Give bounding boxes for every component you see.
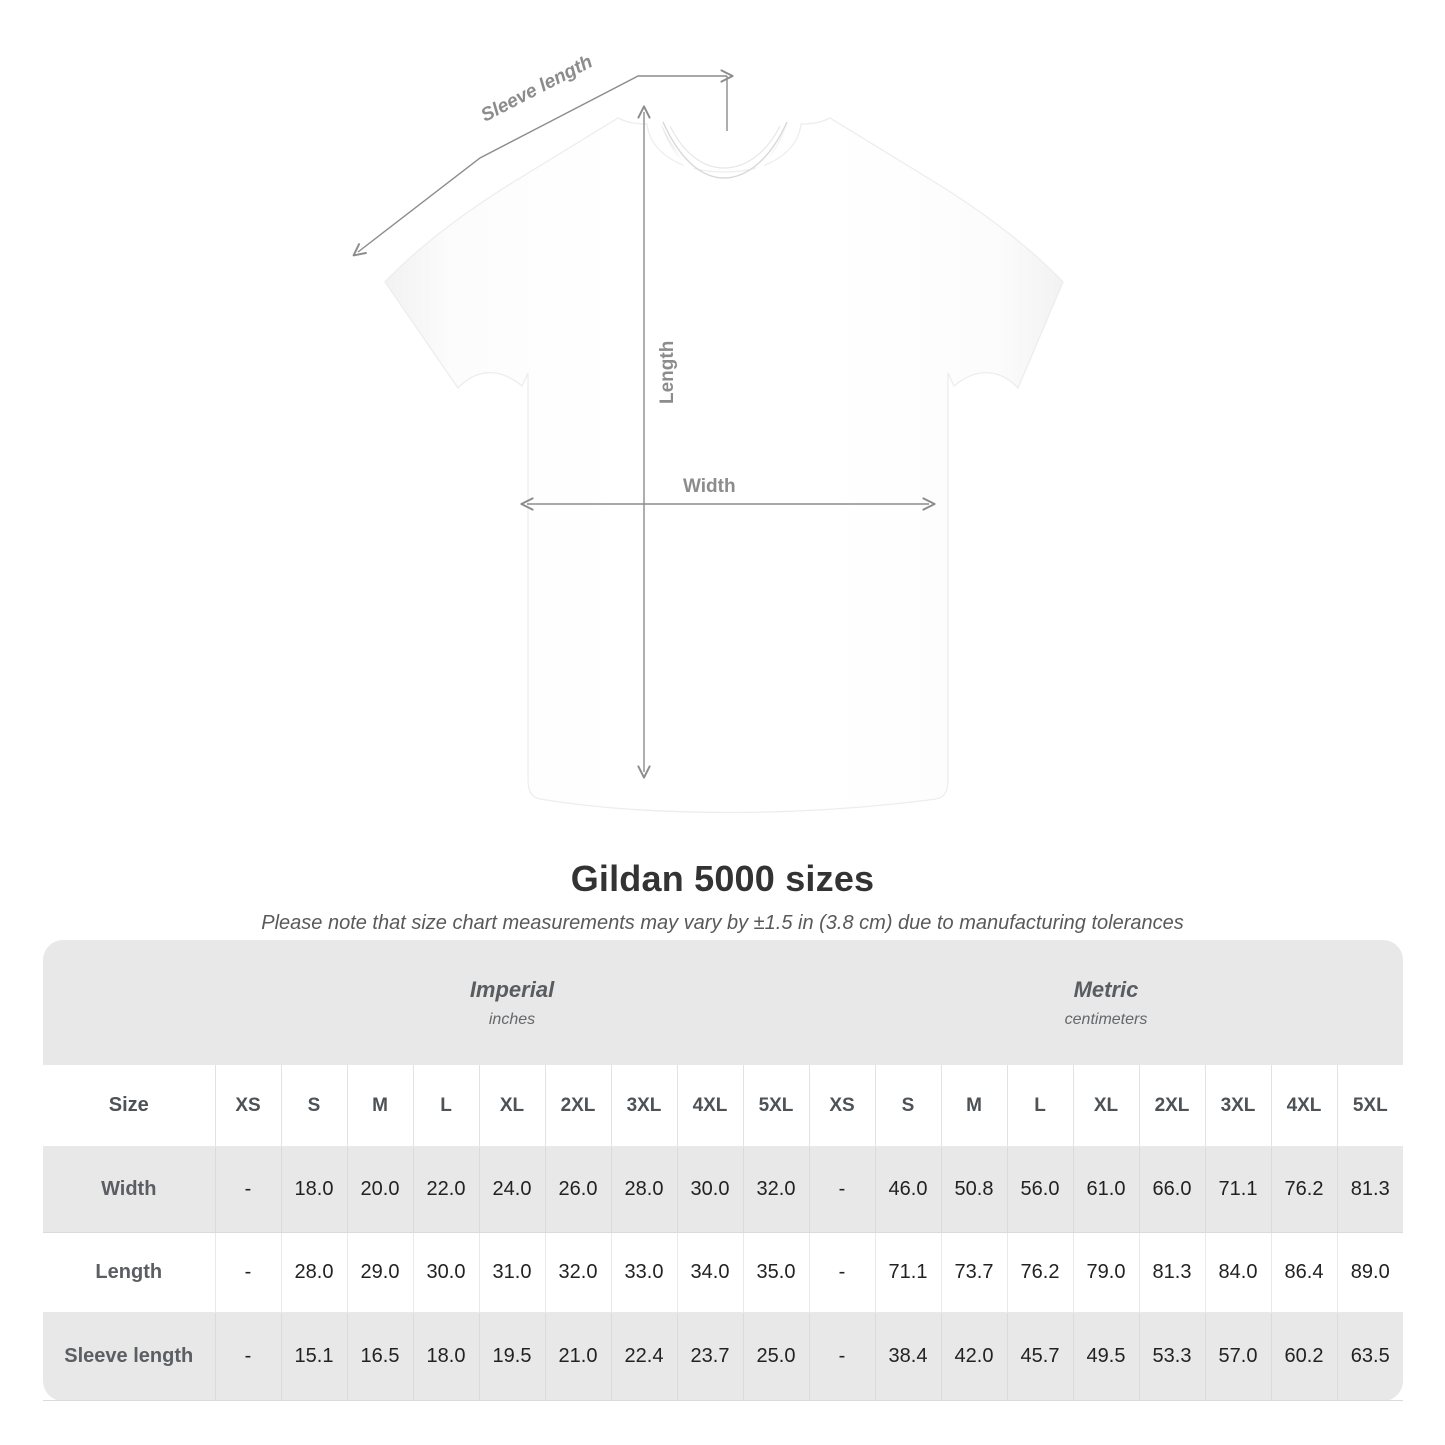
svg-text:Sleeve length: Sleeve length [478, 51, 596, 126]
svg-text:Length: Length [657, 341, 678, 404]
svg-text:Width: Width [683, 476, 736, 497]
